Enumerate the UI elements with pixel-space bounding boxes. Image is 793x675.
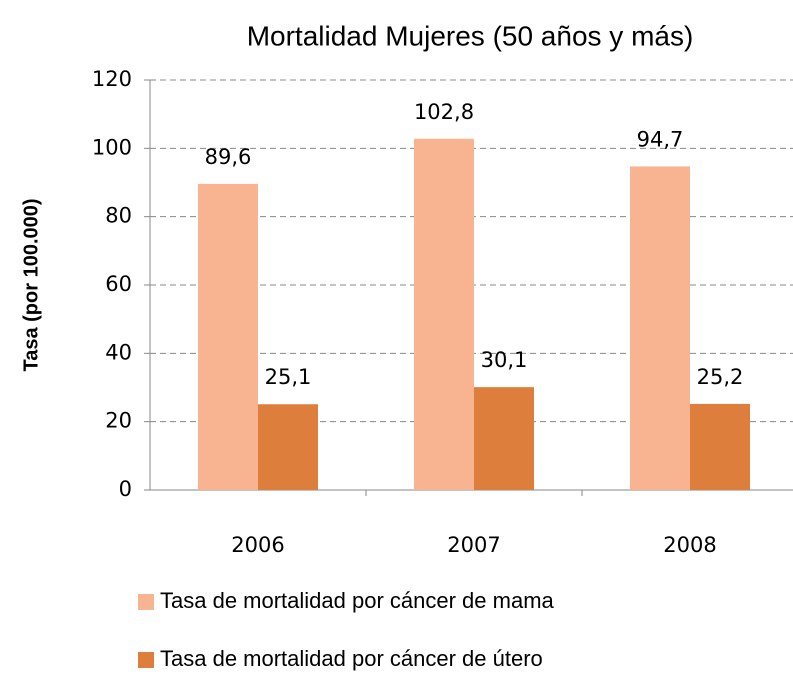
- legend-label: Tasa de mortalidad por cáncer de útero: [160, 646, 543, 671]
- bar: [630, 166, 690, 491]
- value-label: 94,7: [637, 127, 684, 151]
- value-label: 89,6: [205, 145, 252, 169]
- legend-label: Tasa de mortalidad por cáncer de mama: [160, 588, 555, 613]
- value-label: 25,1: [265, 365, 312, 389]
- y-tick-label: 60: [105, 272, 132, 296]
- legend-swatch: [138, 594, 154, 610]
- bar: [474, 387, 534, 490]
- value-label: 25,2: [697, 365, 744, 389]
- value-label: 30,1: [481, 348, 528, 372]
- bar: [258, 404, 318, 490]
- legend-swatch: [138, 652, 154, 668]
- x-tick-label: 2006: [231, 533, 284, 557]
- bar: [198, 183, 258, 490]
- bar: [690, 403, 750, 490]
- y-tick-label: 0: [119, 477, 132, 501]
- y-tick-label: 80: [105, 204, 132, 228]
- x-tick-label: 2008: [663, 533, 716, 557]
- y-tick-label: 100: [92, 135, 132, 159]
- chart-title: Mortalidad Mujeres (50 años y más): [247, 20, 694, 51]
- value-label: 102,8: [414, 100, 474, 124]
- y-tick-label: 20: [105, 409, 132, 433]
- x-tick-label: 2007: [447, 533, 500, 557]
- y-axis-title: Tasa (por 100.000): [20, 198, 42, 371]
- bar: [414, 138, 474, 490]
- y-tick-label: 120: [92, 67, 132, 91]
- y-tick-label: 40: [105, 340, 132, 364]
